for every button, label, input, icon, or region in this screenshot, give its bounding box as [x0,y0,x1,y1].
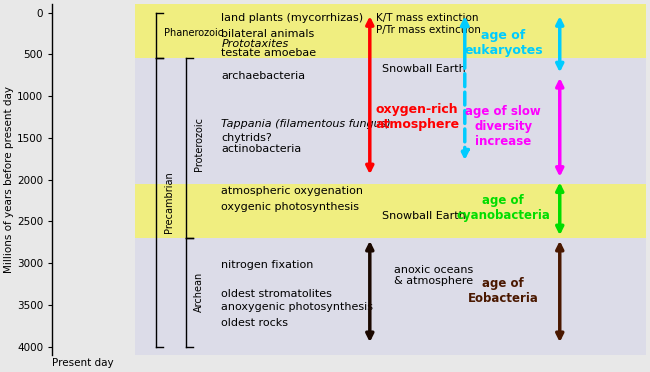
Text: Precambrian: Precambrian [164,171,174,233]
Text: oldest stromatolites: oldest stromatolites [222,289,332,299]
Text: age of slow
diversity
increase: age of slow diversity increase [465,105,541,148]
Text: actinobacteria: actinobacteria [222,144,302,154]
Text: Tappania (filamentous fungus): Tappania (filamentous fungus) [222,119,391,129]
Text: oxygen-rich
atmosphere: oxygen-rich atmosphere [376,103,460,131]
Text: nitrogen fixation: nitrogen fixation [222,260,314,270]
Text: oxygenic photosynthesis: oxygenic photosynthesis [222,202,359,212]
Text: bilateral animals: bilateral animals [222,29,315,39]
Text: age of
eukaryotes: age of eukaryotes [464,29,543,57]
Text: Phanerozoic: Phanerozoic [164,28,223,38]
Text: anoxic oceans
& atmosphere: anoxic oceans & atmosphere [393,265,473,286]
Text: land plants (mycorrhizas): land plants (mycorrhizas) [222,13,363,23]
Text: Snowball Earth: Snowball Earth [382,211,465,221]
Text: K/T mass extinction
P/Tr mass extinction: K/T mass extinction P/Tr mass extinction [376,13,480,35]
Bar [135,58,646,184]
Text: age of
Eobacteria: age of Eobacteria [468,278,539,305]
Text: oldest rocks: oldest rocks [222,318,289,328]
Text: archaebacteria: archaebacteria [222,71,306,81]
Text: Snowball Earth: Snowball Earth [382,64,465,74]
Text: atmospheric oxygenation: atmospheric oxygenation [222,186,363,196]
Bar [135,238,646,355]
Text: testate amoebae: testate amoebae [222,48,317,58]
Text: Present day: Present day [52,359,114,369]
Text: Prototaxites: Prototaxites [222,39,289,49]
Text: Archean: Archean [194,272,203,312]
Bar [135,4,646,58]
Text: Proterozoic: Proterozoic [194,118,203,171]
Bar [135,184,646,238]
Text: chytrids?: chytrids? [222,133,272,143]
Text: age of
cyanobacteria: age of cyanobacteria [456,194,551,222]
Y-axis label: Millions of years before present day: Millions of years before present day [4,86,14,273]
Text: anoxygenic photosynthesis: anoxygenic photosynthesis [222,302,373,312]
